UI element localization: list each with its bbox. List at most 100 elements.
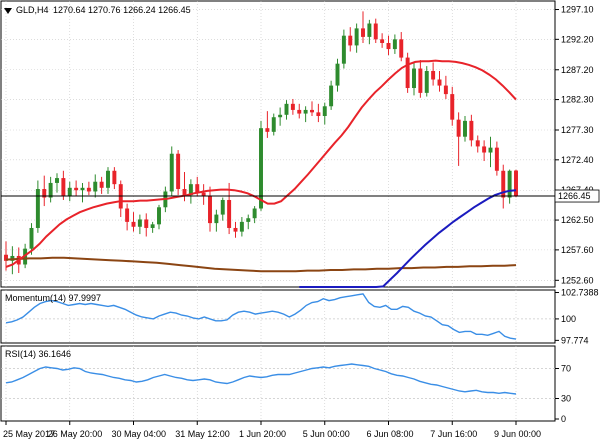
candle-body	[106, 170, 110, 188]
candle-body	[456, 119, 461, 137]
candle-body	[418, 68, 423, 93]
candle-body	[463, 120, 467, 137]
rsi-tick-label: 70	[561, 364, 571, 374]
candle	[86, 181, 91, 196]
candle	[488, 136, 493, 168]
candle	[431, 62, 436, 86]
price-tick-label: 1282.30	[561, 95, 594, 105]
candle-body	[431, 70, 436, 80]
candle	[418, 60, 423, 98]
candle	[106, 167, 110, 194]
candle	[61, 170, 66, 200]
momentum-panel[interactable]: 102.7388 100 97.774 Momentum(14) 97.9997	[0, 288, 599, 346]
candle	[265, 111, 270, 138]
price-panel[interactable]: 1297.10 1292.20 1287.20 1282.30 1277.30 1272.…	[0, 0, 600, 288]
candle-body	[265, 128, 270, 132]
candle	[399, 32, 404, 62]
momentum-label: Momentum(14) 97.9997	[5, 293, 101, 303]
candle	[322, 102, 327, 125]
candle-body	[316, 112, 321, 117]
chevron-down-icon[interactable]	[4, 8, 12, 14]
candle	[144, 213, 149, 237]
candle	[501, 164, 506, 209]
candle	[208, 186, 212, 232]
candle	[354, 23, 359, 53]
candle-body	[284, 103, 289, 115]
candle	[386, 35, 391, 56]
candle	[494, 141, 499, 176]
candle-body	[278, 114, 283, 118]
price-tick-label: 1287.20	[561, 65, 594, 75]
candle-body	[514, 170, 518, 197]
candle-body	[341, 35, 346, 64]
candle	[220, 197, 225, 221]
candle-body	[35, 189, 40, 228]
candle	[252, 206, 257, 224]
candle-body	[182, 189, 187, 196]
candle	[67, 181, 72, 202]
candle-body	[367, 23, 372, 37]
price-tick-label: 1252.60	[561, 275, 594, 285]
candle	[80, 182, 85, 203]
candle	[297, 103, 302, 119]
candle-body	[335, 63, 340, 86]
rsi-panel[interactable]: 70 30 0 RSI(14) 36.1646	[0, 345, 571, 424]
sma-mid-line	[299, 189, 517, 288]
candle	[214, 209, 219, 232]
candle	[373, 18, 378, 43]
candle-body	[4, 254, 8, 261]
candle	[456, 112, 461, 166]
candle-body	[303, 109, 308, 114]
candle-body	[424, 70, 429, 93]
candle-body	[412, 68, 416, 89]
candle-body	[354, 28, 359, 46]
candle-body	[246, 218, 251, 222]
momentum-tick-label: 102.7388	[561, 288, 599, 298]
rsi-axis: 70 30 0	[555, 364, 571, 424]
candle-body	[131, 221, 136, 227]
candle	[137, 214, 142, 235]
candle-body	[450, 94, 455, 120]
candle-body	[322, 106, 327, 117]
candle	[482, 140, 487, 162]
candle-body	[297, 109, 302, 114]
candle	[412, 62, 416, 96]
candle-body	[329, 85, 334, 107]
candle	[405, 52, 410, 93]
candle	[99, 176, 104, 194]
rsi-line	[5, 363, 517, 395]
candle-body	[399, 39, 404, 58]
rsi-grid	[1, 346, 555, 421]
rsi-panel-frame	[0, 345, 556, 422]
candle-body	[348, 35, 353, 46]
rsi-tick-label: 0	[561, 414, 566, 424]
candle-body	[61, 178, 66, 197]
candle	[361, 11, 365, 43]
time-tick-label: 9 Jun 00:00	[494, 429, 541, 439]
candle	[341, 29, 346, 69]
current-price-box	[554, 189, 600, 203]
candle	[227, 182, 232, 235]
candle-body	[392, 39, 397, 50]
candle-body	[482, 146, 487, 153]
candle-body	[290, 103, 295, 110]
momentum-axis: 102.7388 100 97.774	[555, 288, 599, 345]
candle	[469, 114, 474, 147]
momentum-line	[5, 293, 517, 340]
candle-body	[373, 23, 378, 40]
candle-body	[239, 221, 244, 232]
candle-body	[380, 39, 385, 43]
candle-body	[157, 207, 161, 225]
time-tick-label: 25 May 2017	[3, 429, 55, 439]
candle	[157, 204, 161, 230]
rsi-tick-label: 30	[561, 394, 571, 404]
candle	[259, 120, 263, 211]
candle	[450, 86, 455, 126]
candle-body	[137, 219, 142, 227]
candle-body	[227, 199, 232, 228]
momentum-tick-label: 100	[561, 314, 576, 324]
candle-body	[208, 196, 212, 224]
candle	[176, 150, 181, 196]
